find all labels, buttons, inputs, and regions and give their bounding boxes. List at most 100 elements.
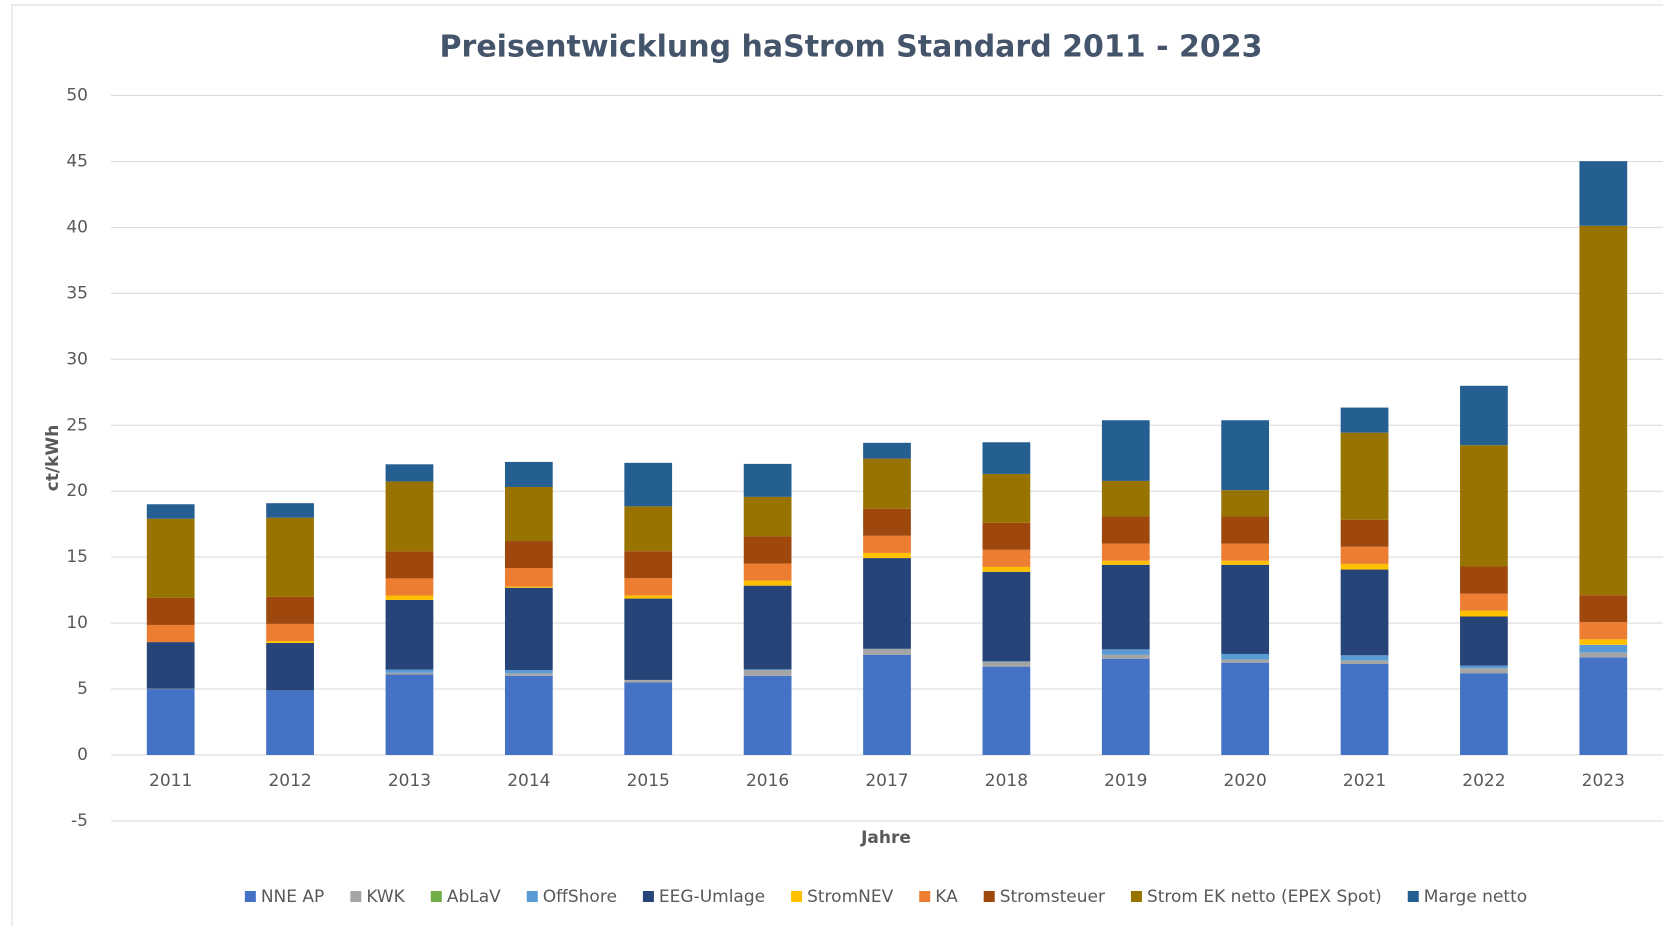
bar-segment [1460, 610, 1508, 617]
bar-segment [743, 496, 792, 537]
bar-segment [743, 563, 792, 581]
bar-segment [1579, 644, 1628, 653]
chart-border [11, 4, 1663, 926]
bar-segment [982, 442, 1031, 474]
bar-segment [266, 503, 314, 518]
bar-segment [1579, 639, 1628, 645]
bar-segment [385, 672, 434, 675]
bar-segment [504, 461, 553, 487]
bar-segment [743, 536, 792, 564]
bar-segment [1460, 668, 1508, 674]
bar-segment [982, 566, 1031, 572]
bar-segment [146, 624, 195, 643]
bar-segment [1101, 480, 1150, 517]
bar-segment [863, 558, 911, 649]
bar-segment [1579, 161, 1628, 226]
bar-segment [1101, 560, 1150, 565]
legend-swatch [1407, 891, 1419, 902]
x-tick-label: 2012 [268, 771, 311, 791]
legend-swatch [350, 891, 362, 902]
bar-segment [266, 690, 314, 755]
x-tick-label: 2019 [1104, 771, 1147, 791]
bar-segment [146, 597, 195, 625]
bar-segment [982, 662, 1031, 667]
bar-segment [1579, 652, 1628, 658]
y-tick-label: 50 [66, 86, 88, 106]
bar-segment [1221, 560, 1270, 565]
bar-segment [1101, 658, 1150, 755]
bar-segment [982, 661, 1031, 662]
x-tick-label: 2023 [1582, 771, 1625, 791]
bar-segment [1579, 595, 1628, 623]
legend-label: KA [935, 887, 958, 907]
y-tick-label: 45 [66, 151, 88, 171]
legend-label: Stromsteuer [1000, 887, 1105, 907]
bar-segment [624, 578, 673, 596]
bar-segment [266, 623, 314, 642]
x-tick-label: 2015 [627, 771, 670, 791]
bar-segment [1460, 593, 1508, 611]
bar-segment [1460, 673, 1508, 755]
bar-segment [504, 541, 553, 569]
chart-title: Preisentwicklung haStrom Standard 2011 -… [440, 30, 1263, 65]
bar-segment [1460, 665, 1508, 669]
legend-swatch [526, 891, 538, 902]
bar-segment [1460, 566, 1508, 594]
bar-segment [863, 654, 911, 755]
legend-label: NNE AP [261, 887, 324, 907]
bar-segment [1101, 649, 1150, 655]
x-tick-label: 2021 [1343, 771, 1386, 791]
bar-segment [624, 462, 673, 507]
bar-segment [1221, 543, 1270, 561]
bar-segment [385, 674, 434, 755]
y-tick-label: 20 [66, 481, 88, 501]
bar-segment [1340, 660, 1389, 664]
bar-segment [385, 551, 434, 579]
bar-segment [504, 673, 553, 676]
bar-segment [1221, 659, 1270, 663]
x-tick-label: 2013 [388, 771, 431, 791]
bar-segment [982, 522, 1031, 550]
bar-segment [266, 643, 314, 691]
y-tick-label: 0 [77, 745, 88, 765]
bar-segment [863, 648, 911, 655]
bar-segment [1340, 519, 1389, 547]
bar-segment [1340, 663, 1389, 755]
legend-swatch [919, 891, 931, 902]
y-tick-label: 15 [66, 547, 88, 567]
legend-label: OffShore [543, 887, 617, 907]
bar-segment [863, 535, 911, 553]
bar-segment [504, 568, 553, 587]
bar-segment [504, 670, 553, 674]
bar-segment [385, 464, 434, 482]
bar-segment [743, 669, 792, 676]
bar-segment [1101, 564, 1150, 650]
bar-segment [1460, 616, 1508, 666]
bar-segment [385, 669, 434, 673]
bar-segment [385, 595, 434, 600]
bar-segment [863, 458, 911, 509]
bar-segment [504, 675, 553, 755]
bar-segment [1340, 655, 1389, 661]
bar-segment [504, 587, 553, 671]
bar-segment [624, 598, 673, 680]
bar-segment [1460, 385, 1508, 446]
bar-segment [982, 666, 1031, 755]
bar-segment [1340, 432, 1389, 520]
y-tick-label: 10 [66, 613, 88, 633]
bar-segment [863, 552, 911, 559]
legend-swatch [791, 891, 803, 902]
bar-segment [624, 680, 673, 683]
bar-segment [385, 599, 434, 670]
x-tick-label: 2018 [985, 771, 1028, 791]
y-tick-label: 30 [66, 349, 88, 369]
bar-segment [1101, 655, 1150, 659]
bar-segment [743, 585, 792, 670]
bar-segment [504, 586, 553, 588]
bar-segment [1340, 546, 1389, 564]
bar-segment [1221, 516, 1270, 544]
legend-swatch [1130, 891, 1142, 902]
bar-segment [624, 682, 673, 755]
y-tick-label: 35 [66, 283, 88, 303]
